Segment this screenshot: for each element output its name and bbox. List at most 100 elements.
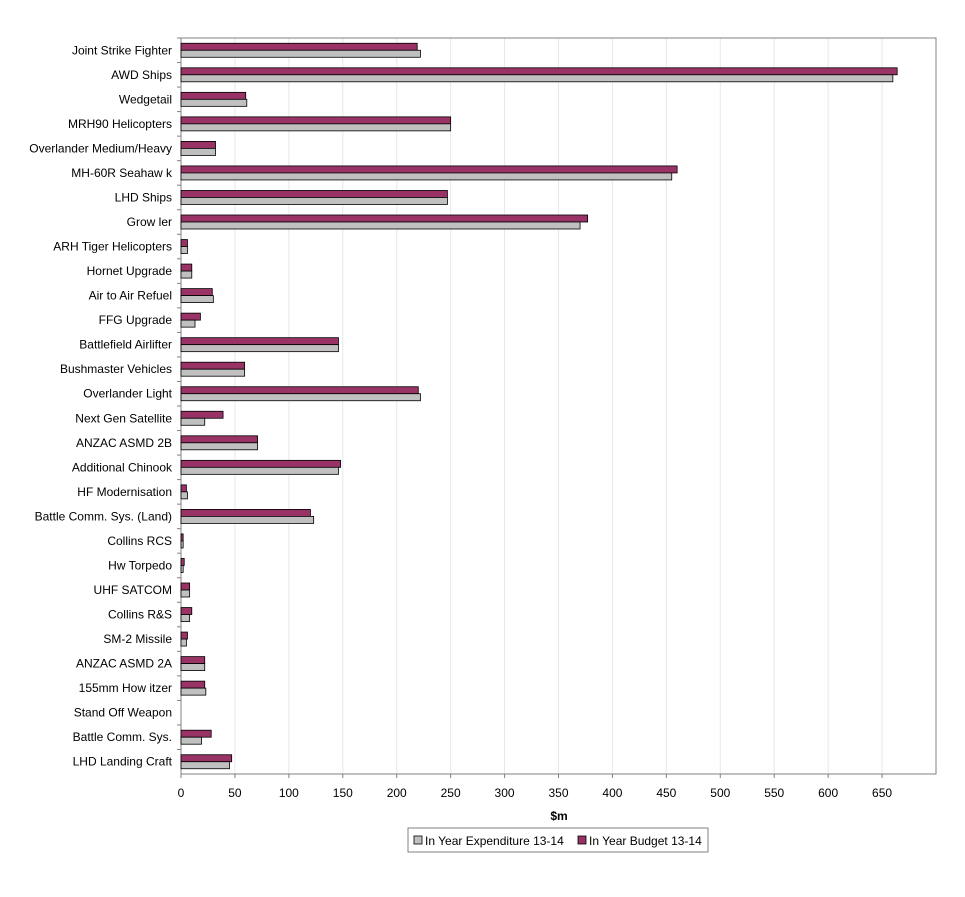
bar-expenditure [180, 123, 452, 132]
category-label: SM-2 Missile [103, 632, 172, 646]
bar-budget [180, 533, 184, 542]
x-tick-label: 500 [710, 786, 730, 800]
bar-expenditure [180, 270, 193, 279]
bar-budget [180, 435, 258, 444]
bar-budget [180, 288, 213, 297]
category-label: Battle Comm. Sys. [73, 730, 172, 744]
category-label: Wedgetail [119, 92, 172, 106]
bar-budget [180, 607, 193, 615]
category-label: LHD Landing Craft [73, 755, 173, 769]
bar-expenditure [180, 589, 191, 598]
bar-budget [180, 484, 187, 493]
bar-expenditure [180, 663, 206, 671]
bar-budget [180, 91, 247, 100]
bar-budget [180, 459, 342, 468]
x-tick-label: 50 [228, 786, 242, 800]
bar-expenditure [180, 540, 184, 549]
bar-budget [180, 67, 898, 76]
bar-expenditure [180, 565, 184, 573]
bar-expenditure [180, 197, 448, 205]
bar-budget [180, 312, 201, 321]
bar-budget [180, 214, 589, 223]
category-label: Bushmaster Vehicles [60, 362, 172, 376]
bar-budget [180, 680, 206, 689]
bar-expenditure [180, 687, 207, 696]
bar-expenditure [180, 516, 315, 524]
category-label: Grow ler [127, 215, 172, 229]
bar-budget [180, 582, 191, 591]
bar-budget [180, 263, 193, 272]
bar-budget [180, 656, 206, 664]
gridlines [234, 38, 883, 774]
x-tick-label: 350 [548, 786, 568, 800]
bar-budget [180, 558, 185, 566]
category-label: Hw Torpedo [108, 558, 172, 572]
bar-expenditure [180, 736, 202, 745]
x-axis-title: $m [550, 809, 567, 823]
bar-expenditure [180, 466, 339, 475]
x-tick-label: 100 [279, 786, 299, 800]
category-label: Collins R&S [108, 608, 172, 622]
category-label: LHD Ships [115, 190, 172, 204]
bar-expenditure [180, 147, 216, 156]
category-label: Battle Comm. Sys. (Land) [35, 509, 172, 523]
x-tick-label: 450 [656, 786, 676, 800]
bar-budget [180, 116, 452, 125]
legend-box [407, 827, 709, 853]
bar-budget [180, 386, 419, 395]
bar-budget [180, 508, 311, 517]
x-tick-label: 250 [441, 786, 461, 800]
x-tick-label: 200 [387, 786, 407, 800]
category-label: Next Gen Satellite [75, 411, 172, 425]
category-label: ANZAC ASMD 2A [76, 657, 172, 671]
category-label: Collins RCS [107, 534, 172, 548]
category-label: Air to Air Refuel [89, 289, 172, 303]
bar-expenditure [180, 368, 246, 377]
x-tick-label: 550 [764, 786, 784, 800]
bar-expenditure [180, 74, 894, 83]
bar-budget [180, 754, 233, 763]
bar-expenditure [180, 761, 230, 770]
bar-expenditure [180, 295, 214, 304]
category-label: Battlefield Airlifter [79, 338, 172, 352]
bar-budget [180, 165, 678, 174]
bar-expenditure [180, 172, 673, 181]
bar-expenditure [180, 319, 196, 328]
category-label: ANZAC ASMD 2B [76, 436, 172, 450]
category-label: UHF SATCOM [94, 583, 172, 597]
bar-budget [180, 42, 418, 51]
bar-expenditure [180, 491, 188, 500]
bars [180, 42, 898, 770]
category-labels: Joint Strike Fighter AWD Ships Wedgetail MR… [29, 37, 181, 769]
bar-expenditure [180, 344, 339, 353]
bar-expenditure [180, 246, 188, 254]
category-label: 155mm How itzer [79, 681, 172, 695]
category-label: Joint Strike Fighter [72, 43, 172, 57]
x-tick-label: 0 [178, 786, 185, 800]
category-label: Hornet Upgrade [87, 264, 173, 278]
bar-expenditure [180, 442, 258, 451]
category-label: AWD Ships [111, 68, 172, 82]
bar-budget [180, 140, 216, 149]
bar-expenditure [180, 638, 187, 647]
category-label: ARH Tiger Helicopters [53, 240, 172, 254]
category-label: Overlander Light [83, 387, 172, 401]
bar-expenditure [180, 49, 421, 58]
x-axis: 0 50 100 150 200 250 300 350 400 450 500 550 600 650 [178, 774, 892, 800]
x-tick-label: 600 [818, 786, 838, 800]
bar-budget [180, 729, 212, 738]
legend-label: In Year Budget 13-14 [589, 834, 702, 848]
legend-swatch [577, 835, 587, 845]
category-label: FFG Upgrade [99, 313, 173, 327]
category-label: MH-60R Seahaw k [71, 166, 173, 180]
bar-budget [180, 410, 224, 419]
bar-budget [180, 190, 448, 198]
category-label: HF Modernisation [77, 485, 172, 499]
x-tick-label: 300 [495, 786, 515, 800]
legend-swatch [413, 835, 423, 845]
bar-expenditure [180, 393, 421, 402]
bar-budget [180, 631, 188, 640]
bar-budget [180, 361, 246, 370]
bar-budget [180, 239, 188, 247]
